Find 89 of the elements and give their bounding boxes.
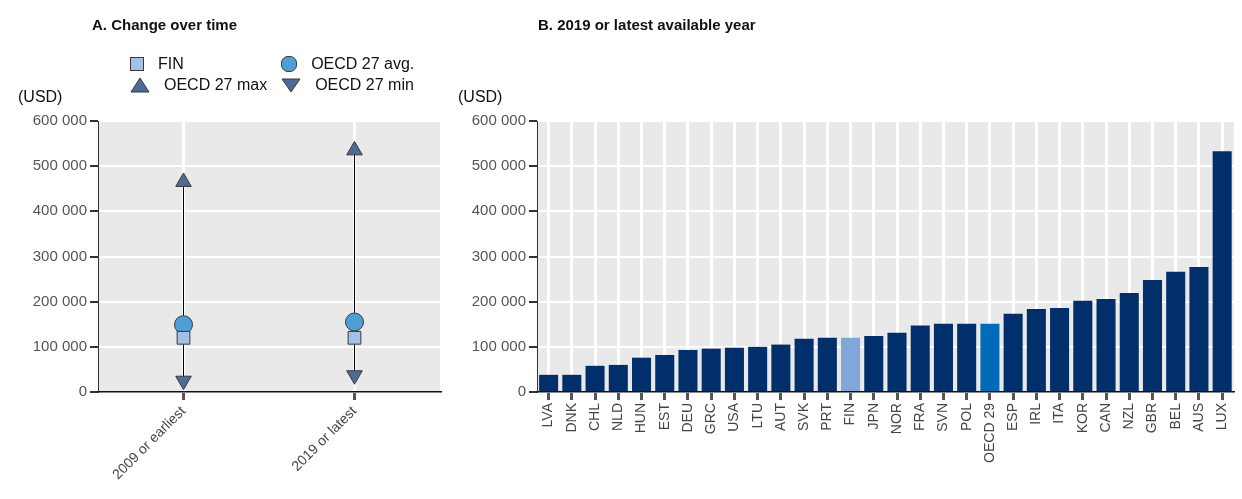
point <box>346 370 363 385</box>
x-tick-label: IRL <box>1027 402 1044 425</box>
bar <box>1050 307 1070 391</box>
bar <box>957 323 977 391</box>
x-tick-label: FRA <box>911 402 928 431</box>
x-tick-label: GRC <box>702 403 719 435</box>
y-tick-label: 400 000 <box>32 201 87 219</box>
bar <box>585 365 605 391</box>
y-tick-label: 500 000 <box>32 156 87 174</box>
legend-label: OECD 27 avg. <box>311 55 415 73</box>
bar <box>608 364 628 391</box>
point <box>175 375 192 391</box>
x-tick-label: LTU <box>748 403 765 429</box>
x-tick-label: LVA <box>539 402 556 428</box>
point <box>176 330 191 345</box>
legend-label: OECD 27 max <box>164 76 268 94</box>
x-tick-label: GBR <box>1143 403 1160 434</box>
bar <box>1212 151 1232 391</box>
x-tick-label: CHL <box>585 402 602 432</box>
bar <box>887 332 907 391</box>
bar <box>678 350 698 391</box>
y-tick-label: 400 000 <box>471 201 526 219</box>
bar <box>1189 266 1209 391</box>
y-tick-label: 500 000 <box>471 156 526 174</box>
y-axis-title: (USD) <box>18 88 63 106</box>
x-tick-label: ESP <box>1003 403 1020 432</box>
bar <box>1119 293 1139 391</box>
bar <box>1003 313 1023 391</box>
bar <box>841 337 861 391</box>
x-tick-label: AUT <box>771 402 788 431</box>
bar <box>1026 308 1046 391</box>
bar <box>794 338 814 391</box>
y-tick-label: 200 000 <box>32 291 87 309</box>
y-tick-label: 600 000 <box>32 111 87 129</box>
bar <box>933 323 953 391</box>
bar <box>1166 271 1186 391</box>
bar <box>817 337 837 391</box>
bar <box>724 347 744 391</box>
x-tick-label: OECD 29 <box>980 402 997 463</box>
bar <box>655 354 675 391</box>
x-tick-label: SVN <box>934 403 951 432</box>
bar <box>539 374 559 391</box>
x-tick-label: DNK <box>562 402 579 433</box>
point <box>347 330 362 345</box>
point <box>175 172 192 187</box>
x-tick-label: JPN <box>864 403 881 430</box>
y-tick-label: 300 000 <box>471 246 526 264</box>
x-tick-label: ITA <box>1050 402 1067 424</box>
bar <box>631 357 652 391</box>
legend-label: OECD 27 min <box>315 76 414 94</box>
x-tick-label: NOR <box>887 403 904 435</box>
bar <box>562 374 582 391</box>
bar <box>1096 298 1116 391</box>
x-tick-label: AUS <box>1189 403 1206 432</box>
x-tick-label: USA <box>725 402 742 432</box>
bar <box>1142 279 1163 391</box>
bar <box>864 335 884 391</box>
x-tick-label: POL <box>957 402 974 432</box>
y-tick-label: 100 000 <box>32 336 87 354</box>
legend-label: FIN <box>158 55 184 73</box>
x-tick-label: LUX <box>1213 402 1230 431</box>
bar <box>701 348 721 391</box>
bar <box>980 323 1000 391</box>
y-axis-title: (USD) <box>458 88 503 106</box>
y-tick-label: 200 000 <box>471 291 526 309</box>
x-tick-label: FIN <box>841 403 858 426</box>
chart-title: A. Change over time <box>92 16 238 33</box>
x-tick-label: BEL <box>1166 402 1183 430</box>
x-tick-label: DEU <box>678 403 695 433</box>
bar <box>910 325 930 391</box>
point <box>346 140 363 156</box>
y-tick-label: 600 000 <box>471 111 526 129</box>
bar <box>1073 300 1093 391</box>
y-tick-label: 300 000 <box>32 246 87 264</box>
x-tick-label: EST <box>655 402 672 431</box>
x-tick-label: PRT <box>818 402 835 431</box>
x-tick-label: SVK <box>794 402 811 432</box>
x-tick-label: NZL <box>1120 402 1137 430</box>
chart-title: B. 2019 or latest available year <box>538 16 756 33</box>
x-tick-label: KOR <box>1073 403 1090 434</box>
y-tick-label: 0 <box>517 382 526 400</box>
y-tick-label: 0 <box>78 382 87 400</box>
bar <box>771 344 791 391</box>
point <box>345 312 364 332</box>
x-tick-label: NLD <box>609 403 626 432</box>
x-tick-label: HUN <box>632 403 649 434</box>
y-tick-label: 100 000 <box>471 336 526 354</box>
x-tick-label: CAN <box>1096 403 1113 433</box>
bar <box>748 346 768 391</box>
